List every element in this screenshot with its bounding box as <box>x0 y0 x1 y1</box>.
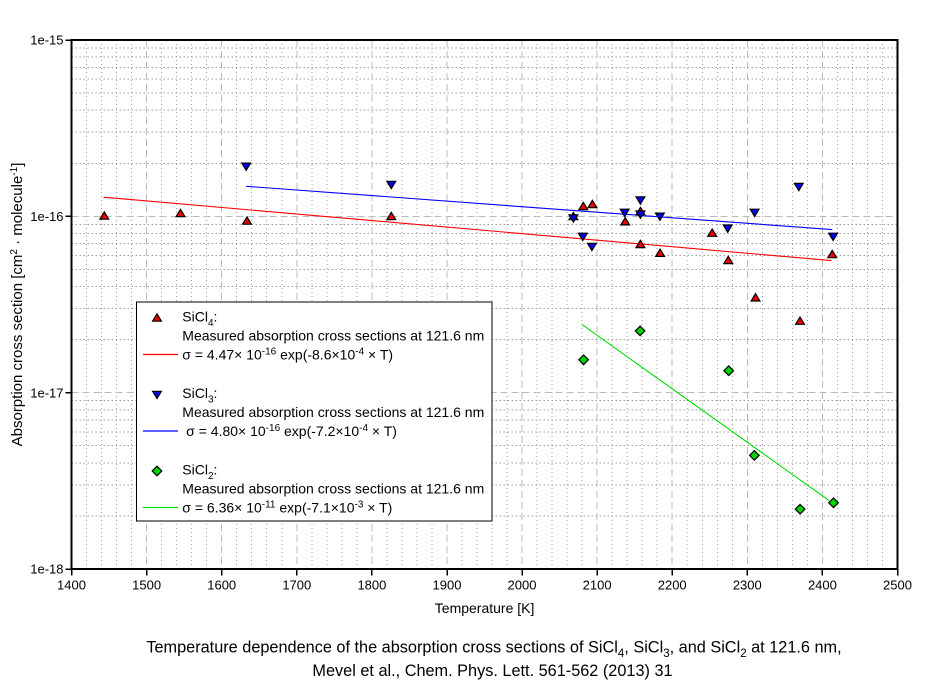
svg-text:Measured absorption cross sect: Measured absorption cross sections at 12… <box>182 328 484 344</box>
svg-text:2500: 2500 <box>883 578 912 593</box>
svg-text:1400: 1400 <box>57 578 86 593</box>
svg-text:σ = 4.80× 10-16 exp(-7.2×10-4: σ = 4.80× 10-16 exp(-7.2×10-4 × T) <box>182 423 397 439</box>
svg-text:1900: 1900 <box>433 578 462 593</box>
svg-text:2100: 2100 <box>583 578 612 593</box>
svg-text:Mevel et al., Chem. Phys. Lett: Mevel et al., Chem. Phys. Lett. 561-562 … <box>312 662 672 680</box>
svg-text:1600: 1600 <box>207 578 236 593</box>
svg-text:1e-16: 1e-16 <box>30 209 63 224</box>
svg-text:2200: 2200 <box>658 578 687 593</box>
svg-text:Measured absorption cross sect: Measured absorption cross sections at 12… <box>182 481 484 497</box>
svg-text:Measured absorption cross sect: Measured absorption cross sections at 12… <box>182 404 484 420</box>
svg-text:Temperature [K]: Temperature [K] <box>435 600 535 616</box>
svg-text:2300: 2300 <box>733 578 762 593</box>
svg-text:1800: 1800 <box>357 578 386 593</box>
svg-text:1e-17: 1e-17 <box>30 385 63 400</box>
svg-text:2000: 2000 <box>508 578 537 593</box>
svg-text:1700: 1700 <box>282 578 311 593</box>
svg-text:σ = 6.36× 10-11 exp(-7.1×10-3: σ = 6.36× 10-11 exp(-7.1×10-3 × T) <box>182 500 392 516</box>
svg-text:Absorption cross section [cm2: Absorption cross section [cm2 · molecule… <box>9 163 26 447</box>
svg-text:1e-18: 1e-18 <box>30 562 63 577</box>
svg-text:σ = 4.47× 10-16 exp(-8.6×10-4: σ = 4.47× 10-16 exp(-8.6×10-4 × T) <box>182 347 393 363</box>
svg-text:2400: 2400 <box>808 578 837 593</box>
svg-text:1500: 1500 <box>132 578 161 593</box>
svg-text:1e-15: 1e-15 <box>30 33 63 48</box>
